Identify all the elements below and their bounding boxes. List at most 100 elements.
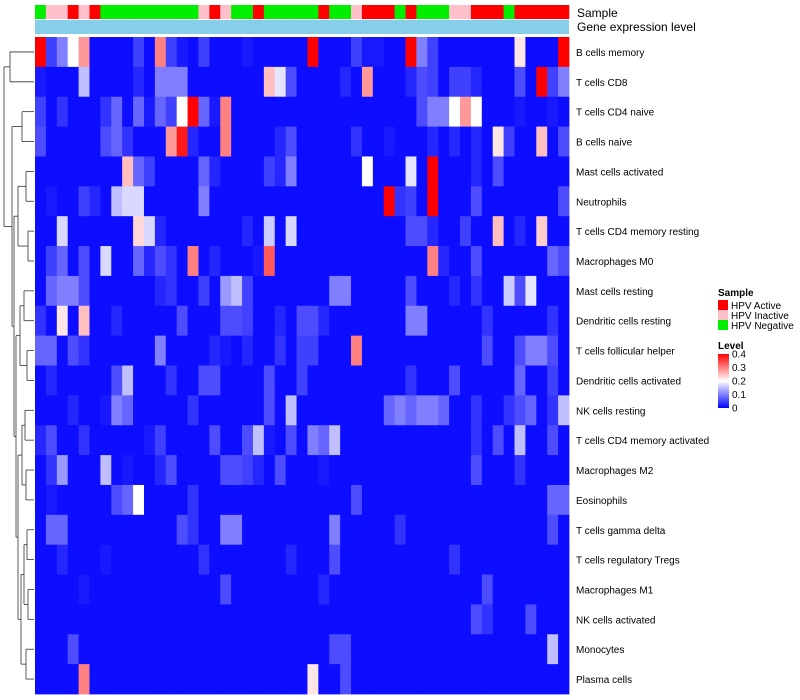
heatmap-cell — [231, 455, 243, 486]
heatmap-cell — [35, 275, 47, 307]
heatmap-cell — [536, 634, 548, 665]
heatmap-cell — [122, 126, 134, 157]
heatmap-cell — [536, 186, 548, 217]
heatmap-cell — [285, 66, 297, 98]
heatmap-cell — [78, 305, 90, 337]
heatmap-cell — [187, 484, 199, 516]
heatmap-cell — [470, 96, 483, 127]
heatmap-cell — [372, 275, 385, 307]
heatmap-cell — [35, 484, 47, 516]
heatmap-cell — [187, 66, 199, 98]
heatmap-cell — [547, 574, 559, 605]
heatmap-cell — [514, 275, 526, 307]
heatmap-cell — [383, 514, 396, 546]
heatmap-cell — [307, 455, 319, 486]
heatmap-cell — [165, 455, 178, 486]
heatmap-cell — [100, 335, 112, 366]
heatmap-cell — [449, 455, 461, 486]
sample-annotation-cell — [492, 5, 504, 19]
heatmap-cell — [296, 455, 308, 486]
sample-annotation-cell — [558, 5, 570, 19]
heatmap-cell — [481, 126, 494, 157]
heatmap-cell — [492, 455, 505, 486]
heatmap-cell — [176, 246, 188, 277]
row-label: NK cells resting — [576, 406, 645, 417]
heatmap-cell — [89, 275, 101, 307]
heatmap-cell — [45, 156, 58, 187]
heatmap-cell — [481, 246, 494, 277]
heatmap-cell — [198, 425, 210, 456]
heatmap-cell — [143, 574, 156, 605]
heatmap-cell — [394, 544, 406, 575]
heatmap-cell — [351, 365, 363, 396]
heatmap-cell — [154, 664, 167, 695]
row-label: T cells CD4 memory activated — [576, 436, 709, 447]
heatmap-cell — [122, 455, 134, 486]
heatmap-cell — [56, 365, 69, 396]
heatmap-cell — [122, 156, 134, 187]
heatmap-cell — [133, 544, 145, 575]
heatmap-cell — [470, 425, 483, 456]
heatmap-cell — [318, 604, 330, 635]
heatmap-cell — [296, 514, 308, 546]
heatmap-cell — [492, 305, 505, 337]
heatmap-cell — [209, 126, 221, 157]
heatmap-cell — [274, 275, 287, 307]
heatmap-cell — [536, 275, 548, 307]
heatmap-cell — [394, 246, 406, 277]
heatmap-cell — [231, 37, 243, 68]
heatmap-cell — [100, 634, 112, 665]
heatmap-cell — [231, 604, 243, 635]
heatmap-cell — [340, 246, 352, 277]
heatmap-cell — [89, 544, 101, 575]
heatmap-cell — [274, 395, 287, 426]
heatmap-cell — [122, 275, 134, 307]
row-label: B cells naive — [576, 138, 633, 149]
heatmap-cell — [89, 514, 101, 546]
heatmap-cell — [383, 634, 396, 665]
heatmap-cell — [56, 544, 69, 575]
heatmap-cell — [427, 126, 439, 157]
heatmap-cell — [78, 66, 90, 98]
heatmap-cell — [176, 544, 188, 575]
heatmap-cell — [405, 37, 417, 68]
heatmap-cell — [198, 544, 210, 575]
heatmap-cell — [340, 66, 352, 98]
heatmap-cell — [100, 275, 112, 307]
heatmap-cell — [252, 425, 265, 456]
heatmap-cell — [67, 66, 79, 98]
heatmap-cell — [220, 484, 232, 516]
heatmap-cell — [514, 544, 526, 575]
heatmap-cell — [285, 37, 297, 68]
heatmap-cell — [503, 186, 515, 217]
heatmap-cell — [536, 156, 548, 187]
sample-annotation-cell — [340, 5, 352, 19]
heatmap-cell — [405, 96, 417, 127]
heatmap-cell — [285, 305, 297, 337]
heatmap-cell — [558, 574, 570, 605]
heatmap-cell — [89, 634, 101, 665]
heatmap-cell — [133, 66, 145, 98]
heatmap-cell — [416, 246, 428, 277]
heatmap-cell — [340, 484, 352, 516]
heatmap-cell — [242, 395, 254, 426]
heatmap-cell — [492, 246, 505, 277]
heatmap-cell — [547, 634, 559, 665]
heatmap-cell — [547, 514, 559, 546]
heatmap-cell — [503, 126, 515, 157]
heatmap-cell — [187, 395, 199, 426]
heatmap-cell — [525, 156, 537, 187]
level-legend-title: Level — [718, 341, 744, 352]
heatmap-cell — [242, 425, 254, 456]
heatmap-cell — [209, 664, 221, 695]
heatmap-cell — [449, 126, 461, 157]
heatmap-cell — [111, 305, 123, 337]
heatmap-cell — [329, 395, 341, 426]
heatmap-cell — [143, 425, 156, 456]
heatmap-cell — [307, 544, 319, 575]
heatmap-cell — [427, 335, 439, 366]
heatmap-cell — [361, 305, 374, 337]
heatmap-cell — [481, 574, 494, 605]
row-label: T cells CD4 memory resting — [576, 227, 699, 238]
heatmap-cell — [547, 425, 559, 456]
